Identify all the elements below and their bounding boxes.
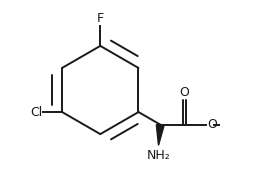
- Text: F: F: [97, 12, 104, 25]
- Text: Cl: Cl: [30, 105, 42, 119]
- Text: O: O: [180, 86, 190, 99]
- Text: NH₂: NH₂: [147, 149, 170, 162]
- Text: O: O: [208, 118, 218, 131]
- Polygon shape: [156, 125, 164, 145]
